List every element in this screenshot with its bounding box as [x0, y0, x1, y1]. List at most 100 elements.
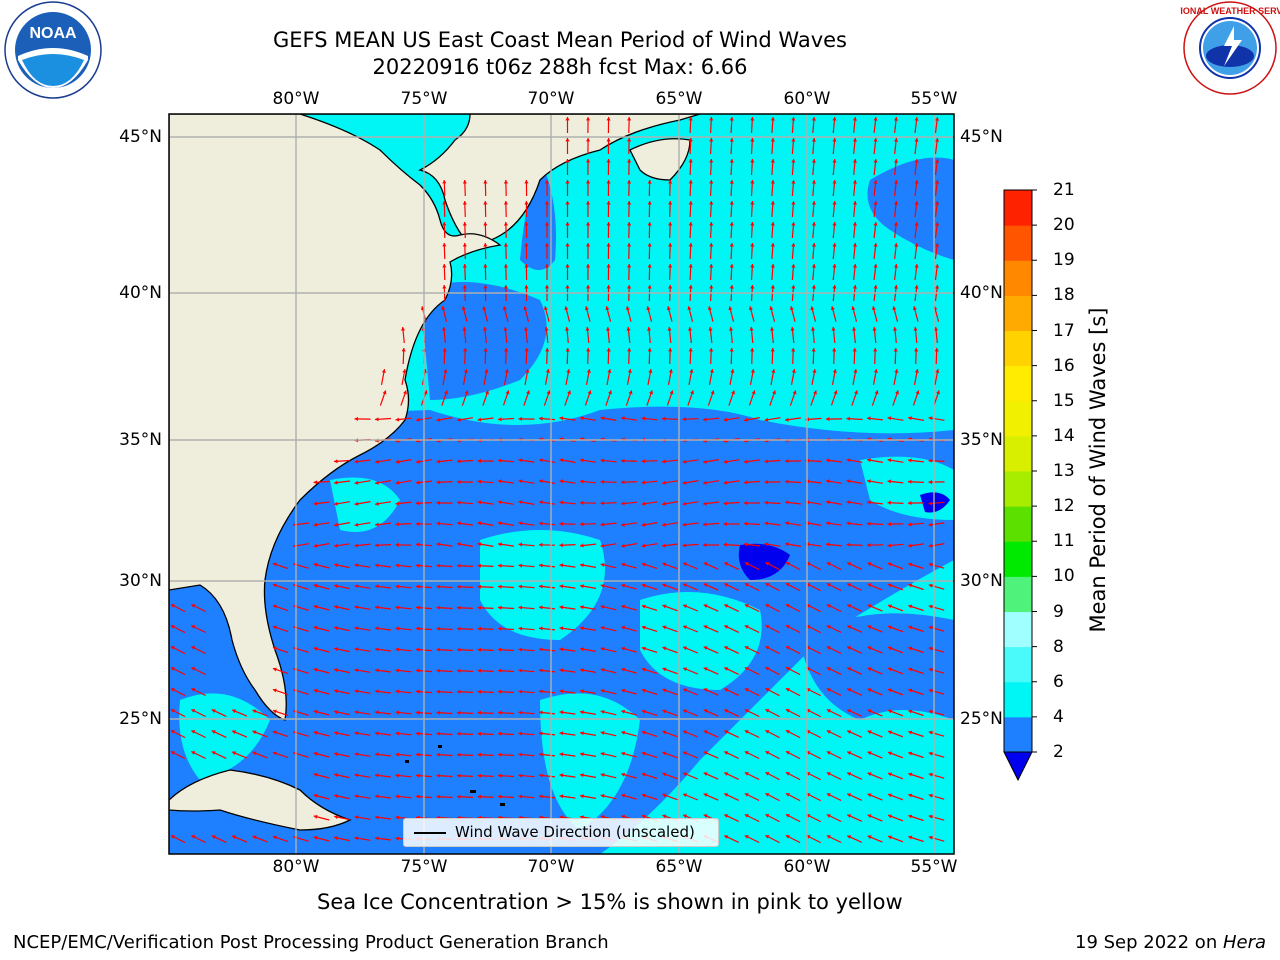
wave-arrow-head	[191, 625, 196, 629]
wave-arrow-head	[703, 625, 708, 629]
wave-arrow-head	[477, 647, 481, 652]
wave-arrow-head	[436, 668, 441, 673]
wave-arrow-head	[457, 584, 461, 589]
wave-arrow-head	[744, 688, 749, 692]
wave-arrow-head	[375, 668, 379, 673]
wave-arrow-head	[867, 625, 872, 630]
wave-arrow-head	[381, 369, 386, 373]
wave-arrow-head	[313, 501, 318, 506]
wave-arrow-head	[354, 689, 359, 694]
wave-arrow-head	[888, 688, 892, 693]
wave-arrow-head	[772, 390, 776, 395]
wave-arrow-head	[874, 390, 879, 395]
wave-arrow-head	[518, 542, 523, 547]
colorbar-tick-label: 19	[1053, 250, 1075, 271]
wave-arrow-head	[565, 348, 570, 352]
wave-arrow-head	[544, 243, 549, 247]
wave-arrow-head	[580, 647, 584, 652]
wave-arrow-head	[770, 222, 775, 226]
wave-arrow-head	[769, 306, 774, 311]
wave-arrow-head	[688, 264, 693, 268]
wave-arrow-head	[703, 730, 708, 734]
wave-arrow-head	[539, 458, 543, 463]
wave-arrow-head	[559, 731, 564, 736]
wave-arrow-head	[887, 522, 891, 527]
wave-arrow-head	[523, 306, 528, 311]
wave-arrow-head	[334, 480, 338, 485]
wave-arrow-head	[764, 542, 769, 547]
wave-arrow-head	[375, 480, 379, 485]
wave-arrow-head	[334, 584, 338, 589]
wave-arrow-head	[785, 730, 790, 734]
wave-arrow-head	[811, 285, 816, 289]
wave-arrow-head	[873, 180, 878, 184]
wave-arrow-head	[518, 563, 523, 568]
wave-arrow-head	[750, 117, 755, 121]
wave-arrow-head	[765, 793, 770, 797]
wave-arrow-head	[847, 562, 852, 566]
wave-arrow-head	[463, 369, 468, 373]
wave-arrow-head	[442, 222, 447, 226]
wave-arrow-head	[462, 201, 467, 205]
wave-arrow-head	[518, 752, 523, 757]
wave-arrow-head	[928, 772, 933, 777]
wave-arrow-head	[724, 835, 729, 839]
wave-arrow-head	[867, 730, 872, 735]
wave-arrow-head	[628, 390, 633, 395]
wave-arrow-head	[442, 180, 447, 184]
wave-arrow-head	[724, 709, 729, 713]
wave-arrow-head	[744, 562, 749, 566]
wave-arrow-head	[477, 479, 482, 484]
wave-arrow-head	[847, 772, 852, 776]
wave-arrow-head	[744, 501, 748, 506]
wave-arrow-head	[867, 416, 871, 421]
wave-arrow-head	[682, 459, 687, 464]
wave-arrow-head	[518, 584, 523, 589]
wave-arrow-head	[928, 793, 933, 798]
colorbar-tick-label: 4	[1053, 706, 1064, 727]
wave-arrow-head	[600, 522, 605, 527]
wave-arrow-head	[627, 369, 632, 373]
wave-arrow-head	[586, 243, 591, 247]
wave-arrow-head	[811, 243, 816, 247]
lat-tick-left-25n: 25°N	[119, 709, 162, 729]
wave-arrow-head	[252, 730, 257, 735]
wave-arrow-head	[641, 751, 646, 756]
wave-arrow-head	[683, 604, 687, 609]
wave-arrow-head	[518, 500, 523, 505]
wave-arrow-head	[621, 625, 626, 630]
wave-arrow-head	[688, 138, 693, 142]
wave-arrow-head	[710, 390, 715, 395]
wave-arrow-head	[744, 521, 748, 526]
wave-arrow-head	[846, 458, 851, 463]
wave-arrow-head	[662, 543, 666, 548]
wave-arrow-head	[765, 604, 770, 608]
wave-arrow-head	[462, 180, 467, 184]
wave-arrow-head	[826, 709, 831, 713]
wave-arrow-head	[565, 327, 570, 331]
wave-arrow-head	[621, 730, 626, 735]
wave-arrow-head	[272, 562, 277, 567]
wave-arrow-head	[791, 180, 796, 184]
wave-arrow-head	[354, 522, 359, 527]
wave-arrow-head	[765, 709, 770, 713]
wave-arrow-head	[586, 222, 591, 226]
wave-arrow-head	[744, 646, 749, 650]
wave-arrow-head	[518, 521, 523, 526]
wave-arrow-head	[935, 243, 940, 247]
wave-arrow-head	[744, 751, 749, 755]
wave-arrow-head	[518, 731, 523, 736]
wave-arrow-head	[498, 731, 502, 736]
wave-arrow-head	[443, 369, 448, 373]
wave-arrow-head	[395, 794, 400, 799]
wave-arrow-head	[934, 327, 939, 331]
wave-arrow-head	[313, 772, 318, 777]
colorbar-tick-label: 10	[1053, 566, 1075, 587]
wave-arrow-head	[566, 369, 571, 373]
wave-arrow-head	[626, 327, 631, 331]
wave-arrow-head	[498, 668, 502, 673]
colorbar-under-extension	[1003, 751, 1033, 782]
wave-arrow-head	[641, 522, 646, 527]
wave-arrow-head	[662, 459, 666, 464]
wave-arrow-head	[729, 201, 734, 205]
